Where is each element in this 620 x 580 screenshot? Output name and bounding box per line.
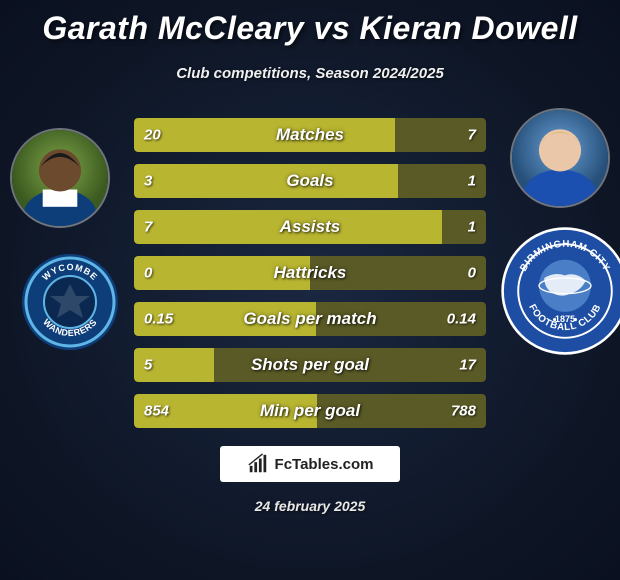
stat-value-right: 17 (459, 357, 476, 374)
brand-logo: FcTables.com (220, 446, 400, 482)
stat-value-right: 1 (468, 219, 476, 236)
stat-value-right: 0.14 (447, 311, 476, 328)
stat-label: Hattricks (134, 263, 486, 283)
stat-value-right: 1 (468, 173, 476, 190)
club-right-badge: BIRMINGHAM CITY FOOTBALL CLUB 1875 (500, 226, 620, 356)
stat-value-right: 788 (451, 403, 476, 420)
stat-value-right: 0 (468, 265, 476, 282)
stat-label: Goals (134, 171, 486, 191)
stat-value-left: 0.15 (144, 311, 173, 328)
stat-row: Assists7 1 (134, 210, 486, 244)
stats-table: Matches207Goals31Assists71Hattricks00Goa… (134, 118, 486, 440)
brand-text: FcTables.com (275, 456, 374, 473)
stat-row: Goals per match0.15 0.14 (134, 302, 486, 336)
stat-row: Shots per goal5 17 (134, 348, 486, 382)
player-left-photo (10, 128, 110, 228)
stat-value-left: 5 (144, 357, 152, 374)
stat-value-left: 0 (144, 265, 152, 282)
stat-label: Shots per goal (134, 355, 486, 375)
stat-value-left: 3 (144, 173, 152, 190)
stat-label: Min per goal (134, 401, 486, 421)
player-right-face (539, 129, 581, 171)
stat-row: Matches20 7 (134, 118, 486, 152)
date-label: 24 february 2025 (0, 498, 620, 514)
stat-label: Assists (134, 217, 486, 237)
stat-value-right: 7 (468, 127, 476, 144)
player-right-photo (510, 108, 610, 208)
subtitle: Club competitions, Season 2024/2025 (0, 47, 620, 82)
stat-row: Min per goal854 788 (134, 394, 486, 428)
stat-row: Hattricks0 0 (134, 256, 486, 290)
stat-value-left: 7 (144, 219, 152, 236)
stat-value-left: 854 (144, 403, 169, 420)
stat-label: Goals per match (134, 309, 486, 329)
chart-icon (247, 453, 269, 475)
club-left-badge: WYCOMBE WANDERERS (20, 252, 120, 352)
stat-row: Goals3 1 (134, 164, 486, 198)
stat-value-left: 20 (144, 127, 161, 144)
club-right-year: 1875 (555, 314, 575, 324)
page-title: Garath McCleary vs Kieran Dowell (0, 0, 620, 47)
stat-label: Matches (134, 125, 486, 145)
